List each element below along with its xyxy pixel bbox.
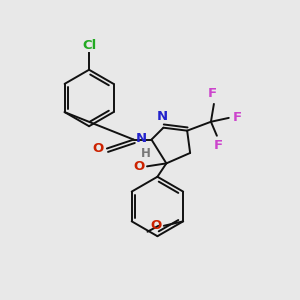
- Text: O: O: [134, 160, 145, 173]
- Text: O: O: [92, 142, 103, 155]
- Text: F: F: [232, 111, 242, 124]
- Text: F: F: [208, 87, 217, 101]
- Text: H: H: [141, 147, 151, 160]
- Text: Cl: Cl: [82, 39, 96, 52]
- Text: N: N: [136, 132, 147, 145]
- Text: O: O: [150, 219, 161, 232]
- Text: N: N: [156, 110, 167, 123]
- Text: F: F: [214, 139, 223, 152]
